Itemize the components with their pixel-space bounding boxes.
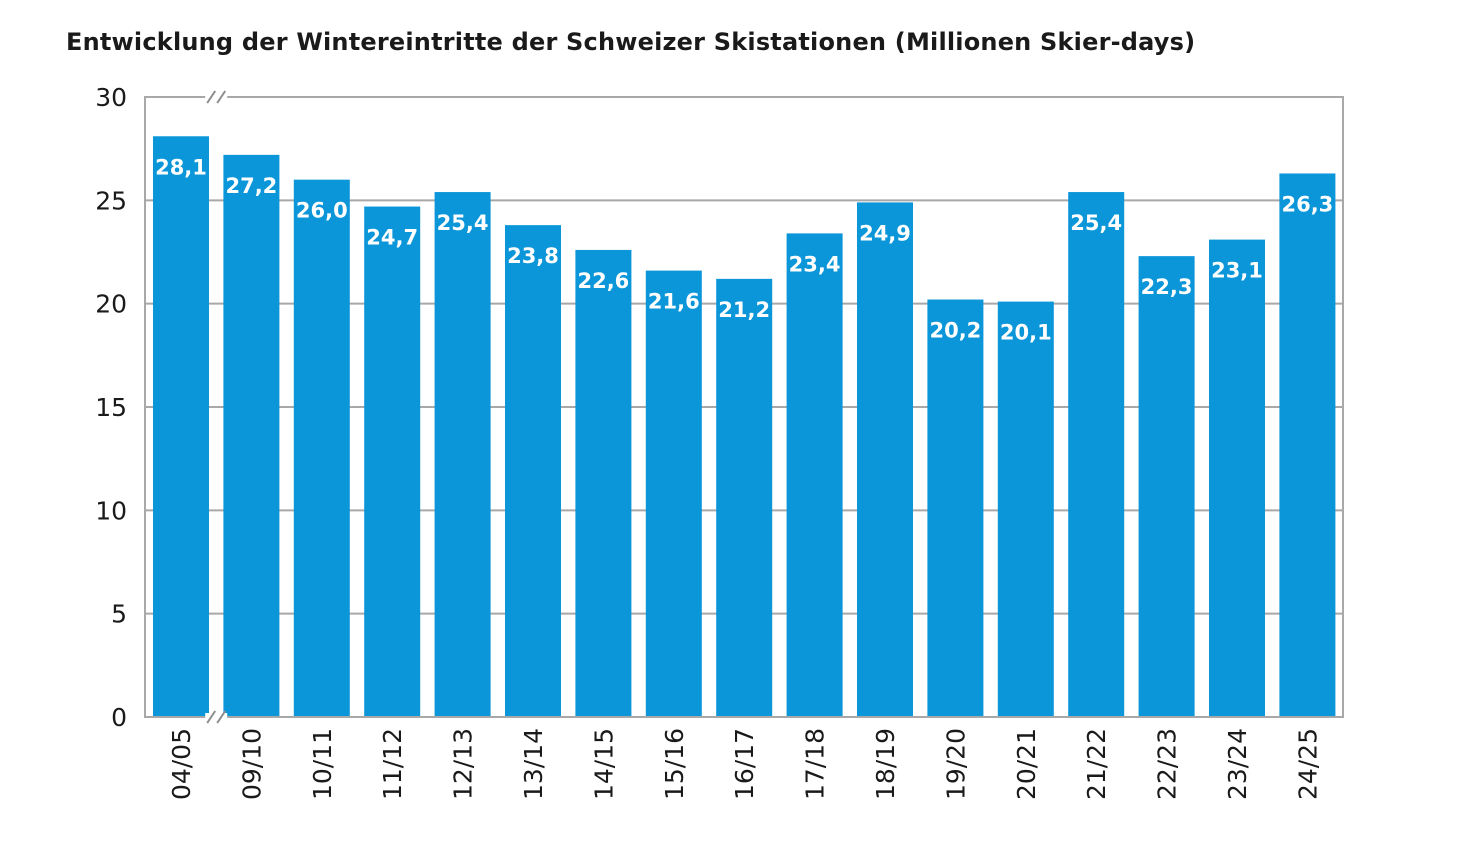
x-tick-label: 13/14 [519, 728, 548, 800]
data-label: 21,6 [648, 290, 700, 314]
data-label: 26,3 [1281, 192, 1333, 216]
data-label: 23,8 [507, 244, 559, 268]
bar [223, 154, 280, 717]
bar [645, 270, 702, 717]
bars [153, 136, 1336, 718]
x-tick-label: 10/11 [308, 728, 337, 800]
axis-break-mark [216, 90, 227, 104]
data-label: 25,4 [1070, 211, 1122, 235]
bar [1068, 192, 1125, 718]
bar [857, 202, 913, 717]
bar [997, 301, 1054, 717]
data-labels: 28,1 27,2 26,0 24,7 25,4 23,8 22,6 21,6 21,2 23,4… [155, 155, 1333, 344]
axis-break-mark [206, 90, 217, 104]
x-tick-label: 20/21 [1012, 728, 1041, 800]
data-label: 25,4 [437, 211, 489, 235]
bar [293, 179, 350, 717]
x-tick-label: 23/24 [1223, 728, 1252, 800]
data-label: 26,0 [296, 199, 348, 223]
y-tick-label: 25 [95, 186, 127, 215]
bar [1209, 239, 1265, 717]
x-tick-label: 11/12 [378, 728, 407, 800]
bar [364, 206, 421, 718]
y-tick-label: 5 [111, 600, 127, 629]
x-tick-label: 17/18 [801, 728, 830, 800]
axis-break-gap [205, 93, 228, 101]
x-tick-label: 15/16 [660, 728, 689, 800]
axis-break-mark [206, 710, 217, 724]
axis-break-gap [205, 713, 228, 721]
data-label: 21,2 [718, 298, 770, 322]
y-tick-label: 15 [95, 393, 127, 422]
data-label: 28,1 [155, 155, 207, 179]
y-tick-label: 10 [95, 496, 127, 525]
chart-title: Entwicklung der Wintereintritte der Schw… [66, 28, 1196, 56]
x-tick-label: 16/17 [730, 728, 759, 800]
axis-break-mark [216, 710, 227, 724]
bar [786, 233, 843, 717]
y-tick-label: 0 [111, 703, 127, 732]
bar [153, 136, 209, 717]
y-tick-label: 30 [95, 83, 127, 112]
bar [927, 299, 984, 717]
x-tick-label: 22/23 [1153, 728, 1182, 800]
x-tick-label: 12/13 [449, 728, 478, 800]
bar [575, 249, 632, 717]
x-tick-label: 18/19 [871, 728, 900, 800]
data-label: 22,6 [577, 269, 629, 293]
x-tick-label: 24/25 [1293, 728, 1322, 800]
data-label: 23,1 [1211, 259, 1263, 283]
data-label: 22,3 [1141, 275, 1193, 299]
plot-border [144, 96, 1344, 718]
bar [1138, 256, 1195, 717]
bar [434, 192, 491, 718]
bar [505, 225, 561, 717]
y-axis-ticks: 0 5 10 15 20 25 30 [95, 83, 127, 732]
data-label: 24,7 [366, 226, 418, 250]
data-label: 20,2 [929, 319, 981, 343]
data-label: 23,4 [789, 252, 841, 276]
bar [716, 278, 773, 717]
data-label: 24,9 [859, 221, 911, 245]
x-tick-label: 19/20 [941, 728, 970, 800]
bar [1279, 173, 1336, 717]
x-tick-label: 04/05 [167, 728, 196, 800]
axis-break-marks [205, 90, 228, 724]
y-tick-label: 20 [95, 290, 127, 319]
x-axis-ticks: 04/05 09/10 10/11 11/12 12/13 13/14 14/15 15/16… [167, 728, 1322, 800]
x-tick-label: 09/10 [237, 728, 266, 800]
data-label: 27,2 [225, 174, 277, 198]
data-label: 20,1 [1000, 321, 1052, 345]
x-tick-label: 21/22 [1082, 728, 1111, 800]
plot-frame [144, 96, 1344, 718]
x-tick-label: 14/15 [589, 728, 618, 800]
